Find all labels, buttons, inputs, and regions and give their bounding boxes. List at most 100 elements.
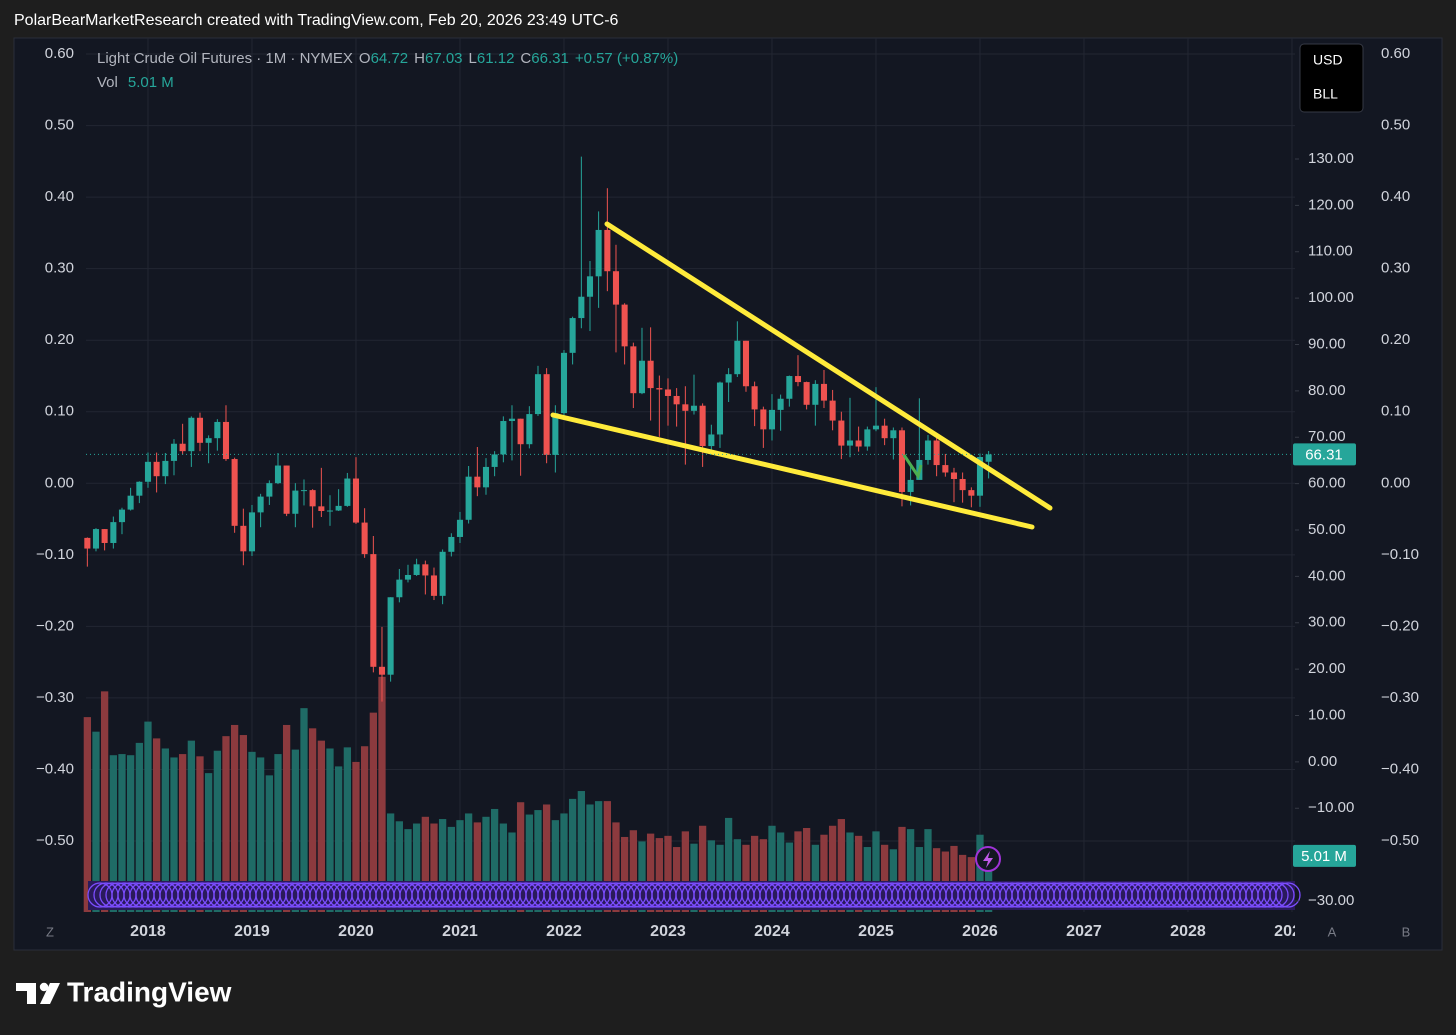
volume-bar <box>828 825 837 912</box>
y2-tick-label: 0.60 <box>45 45 74 62</box>
volume-bar <box>187 740 195 912</box>
y2-tick-label: −0.50 <box>1381 832 1419 849</box>
event-ring <box>1275 882 1301 908</box>
volume-bar <box>568 798 577 912</box>
candle-body <box>621 304 628 347</box>
volume-bar <box>577 791 585 912</box>
y-tick-label: 30.00 <box>1308 614 1346 631</box>
y2-tick-label: 0.00 <box>1381 474 1410 491</box>
last-volume-label: 5.01 M <box>1301 848 1347 865</box>
unit-label: BLL <box>1313 86 1338 102</box>
volume-bar <box>395 821 403 912</box>
y2-tick-label: 0.40 <box>45 188 74 205</box>
y2-tick-label: 0.50 <box>1381 117 1410 134</box>
volume-bar <box>256 757 265 912</box>
volume-bar <box>950 845 958 912</box>
high-value: 67.03 <box>425 50 463 67</box>
candle-body <box>976 457 984 496</box>
candle-body <box>942 465 949 473</box>
candle-body <box>196 417 204 443</box>
candle-body <box>552 413 559 455</box>
currency-box[interactable] <box>1299 43 1364 113</box>
y-tick-label: 20.00 <box>1308 660 1346 677</box>
candle-body <box>205 438 212 443</box>
candle-body <box>812 383 819 405</box>
volume-bar <box>317 740 325 912</box>
candle-body <box>370 554 377 667</box>
volume-bar <box>282 724 291 912</box>
candle-body <box>101 529 108 543</box>
candle-body <box>300 490 308 492</box>
y-tick-label: 130.00 <box>1308 150 1354 167</box>
axis-button[interactable]: B <box>1402 924 1411 939</box>
ohlc-letter: C <box>520 50 531 67</box>
ohlc-letter: O <box>359 50 371 67</box>
y2-tick-label: −0.20 <box>36 617 74 634</box>
volume-bar <box>152 738 161 912</box>
y-tick-label: 10.00 <box>1308 706 1346 723</box>
volume-bar <box>126 755 135 912</box>
change-value: +0.57 (+0.87%) <box>575 50 678 67</box>
x-tick-label: 2019 <box>234 923 270 940</box>
volume-bar <box>352 761 360 912</box>
candle-body <box>803 382 810 405</box>
candle-body <box>586 276 594 297</box>
y2-tick-label: −0.30 <box>1381 689 1419 706</box>
volume-bar <box>794 831 802 912</box>
volume-bar <box>586 804 594 912</box>
volume-bar <box>508 832 516 912</box>
volume-bar <box>846 832 854 912</box>
axis-button[interactable]: A <box>1328 924 1337 939</box>
green-arrow <box>902 454 923 480</box>
candle-body <box>716 382 724 435</box>
legend-title: Light Crude Oil Futures · 1M · NYMEX <box>97 50 353 67</box>
volume-bar <box>516 802 525 912</box>
y2-tick-label: 0.00 <box>45 474 74 491</box>
candle-body <box>855 440 862 447</box>
volume-bar <box>932 848 941 912</box>
candle-body <box>777 398 784 410</box>
y-tick-label: 40.00 <box>1308 567 1346 584</box>
volume-bar <box>490 808 499 912</box>
volume-bar <box>638 841 646 912</box>
volume-bar <box>308 728 317 912</box>
candle-body <box>482 466 490 488</box>
y2-tick-label: 0.10 <box>1381 403 1410 420</box>
close-value: 66.31 <box>531 50 569 67</box>
header-text: PolarBearMarketResearch created with Tra… <box>14 12 619 29</box>
volume-bar <box>802 828 811 912</box>
volume-bar <box>880 844 889 912</box>
volume-bar <box>378 676 386 912</box>
volume-bar <box>542 804 551 912</box>
candle-body <box>656 388 663 390</box>
candle-body <box>517 418 524 445</box>
volume-bar <box>430 823 438 912</box>
volume-bar <box>144 721 152 912</box>
volume-bar <box>447 826 455 912</box>
candle-body <box>933 440 940 466</box>
volume-bar <box>83 717 91 912</box>
volume-layer <box>83 676 993 912</box>
x-axis-labels: 2018 2019 2020 2021 2022 2023 2024 2025 2026 2027… <box>130 923 1295 940</box>
candle-body <box>309 490 316 507</box>
volume-bar <box>551 820 559 912</box>
axis-button[interactable]: Z <box>46 924 54 939</box>
x-tick-label: 2021 <box>442 923 478 940</box>
y2-tick-label: −0.20 <box>1381 617 1419 634</box>
candle-body <box>760 409 767 430</box>
volume-bar <box>404 829 412 912</box>
y2-tick-label: 0.30 <box>45 260 74 277</box>
candle-body <box>422 564 429 576</box>
volume-bar <box>724 817 733 912</box>
x-tick-label: 2027 <box>1066 923 1102 940</box>
volume-bar <box>369 712 377 912</box>
volume-bar <box>100 691 109 912</box>
annotations <box>86 221 1295 872</box>
volume-bar <box>716 844 724 912</box>
candle-body <box>500 421 507 455</box>
volume-bar <box>750 835 759 912</box>
volume-bar <box>768 825 776 912</box>
y2-tick-label: 0.50 <box>45 117 74 134</box>
ohlc-letter: H <box>414 50 425 67</box>
y2-tick-label: 0.10 <box>45 403 74 420</box>
